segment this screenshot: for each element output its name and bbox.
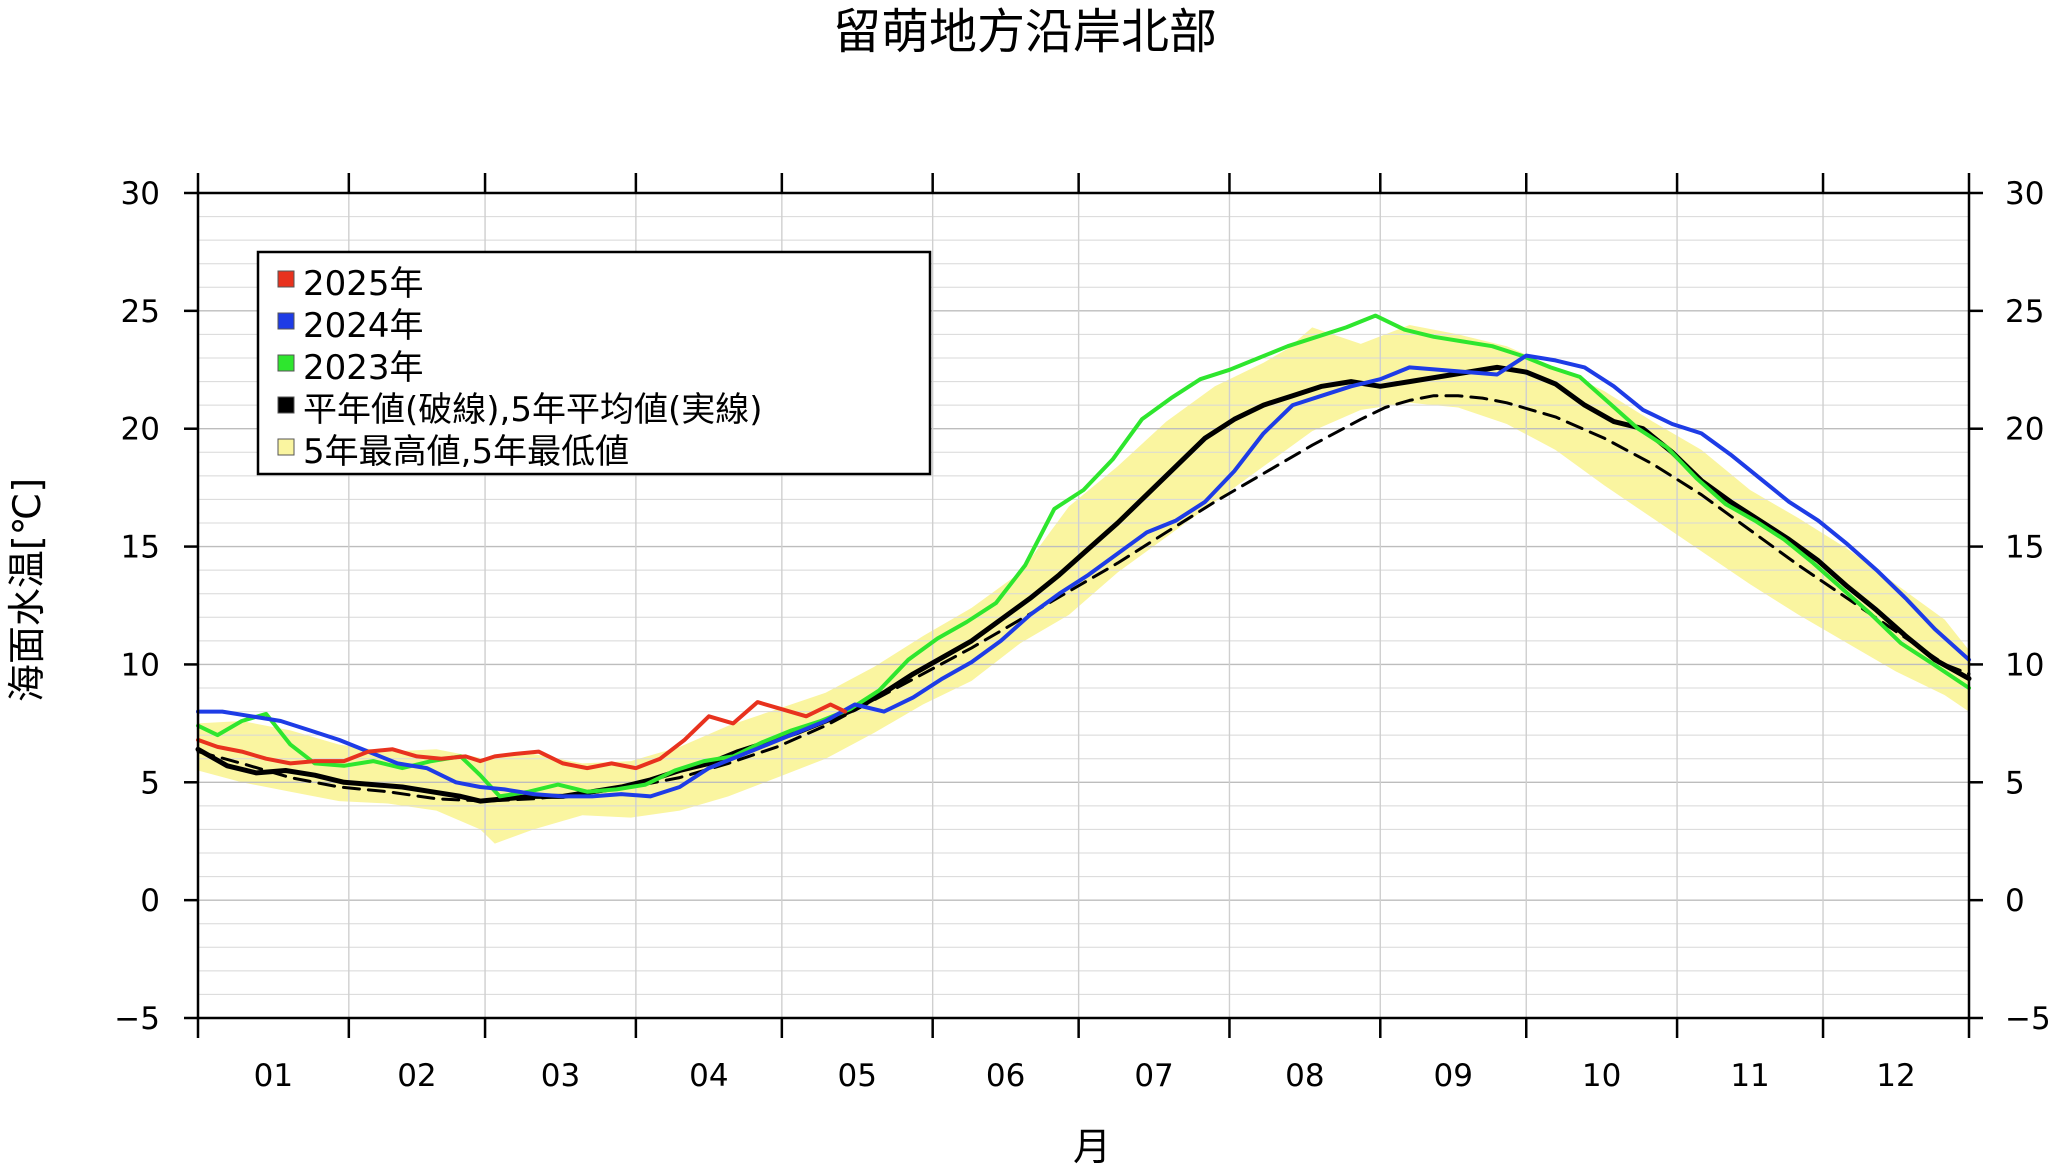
month-label: 08 [1285,1058,1324,1094]
y-tick-label-right: 10 [2005,647,2044,683]
y-tick-label-right: 25 [2005,294,2044,330]
y-axis-label: 海面水温[℃] [5,478,49,702]
legend-box [256,250,932,476]
month-label: 06 [986,1058,1025,1094]
y-tick-label-right: 5 [2005,765,2025,801]
series-line-2024 [196,353,1971,799]
y-tick-label-right: 0 [2005,883,2025,919]
y-tick-label-left: −5 [114,1001,160,1037]
month-label: 01 [254,1058,293,1094]
legend: 2025年2024年2023年平年値(破線),5年平均値(実線)5年最高値,5年… [256,250,932,476]
y-tick-label-right: −5 [2005,1001,2051,1037]
legend-label: 2024年 [303,306,424,346]
month-label: 11 [1730,1058,1769,1094]
y-tick-label-left: 30 [121,176,160,212]
series-line-2023 [196,313,1971,799]
y-tick-label-left: 15 [121,530,160,566]
y-tick-label-left: 25 [121,294,160,330]
y-tick-label-left: 20 [121,412,160,448]
legend-label: 5年最高値,5年最低値 [303,432,629,472]
month-label: 12 [1876,1058,1915,1094]
y-tick-label-left: 10 [121,647,160,683]
chart-title: 留萌地方沿岸北部 [833,4,1217,60]
legend-swatch [277,312,295,330]
series-line-2025 [196,700,848,771]
y-tick-label-right: 15 [2005,530,2044,566]
y-tick-label-left: 5 [140,765,160,801]
legend-swatch [277,438,295,456]
y-tick-label-right: 20 [2005,412,2044,448]
month-label: 04 [689,1058,728,1094]
x-axis-label: 月 [1073,1125,1111,1166]
month-label: 05 [838,1058,877,1094]
legend-swatch [277,270,295,288]
y-tick-label-right: 30 [2005,176,2044,212]
legend-swatch [277,396,295,414]
month-label: 10 [1582,1058,1621,1094]
legend-swatch [277,354,295,372]
month-label: 02 [397,1058,436,1094]
legend-label: 2023年 [303,348,424,388]
legend-label: 2025年 [303,264,424,304]
month-label: 09 [1434,1058,1473,1094]
series-layer [195,313,1972,804]
plot-frame [196,191,1971,1020]
month-label: 07 [1134,1058,1173,1094]
month-label: 03 [541,1058,580,1094]
legend-label: 平年値(破線),5年平均値(実線) [303,390,763,430]
y-tick-label-left: 0 [140,883,160,919]
